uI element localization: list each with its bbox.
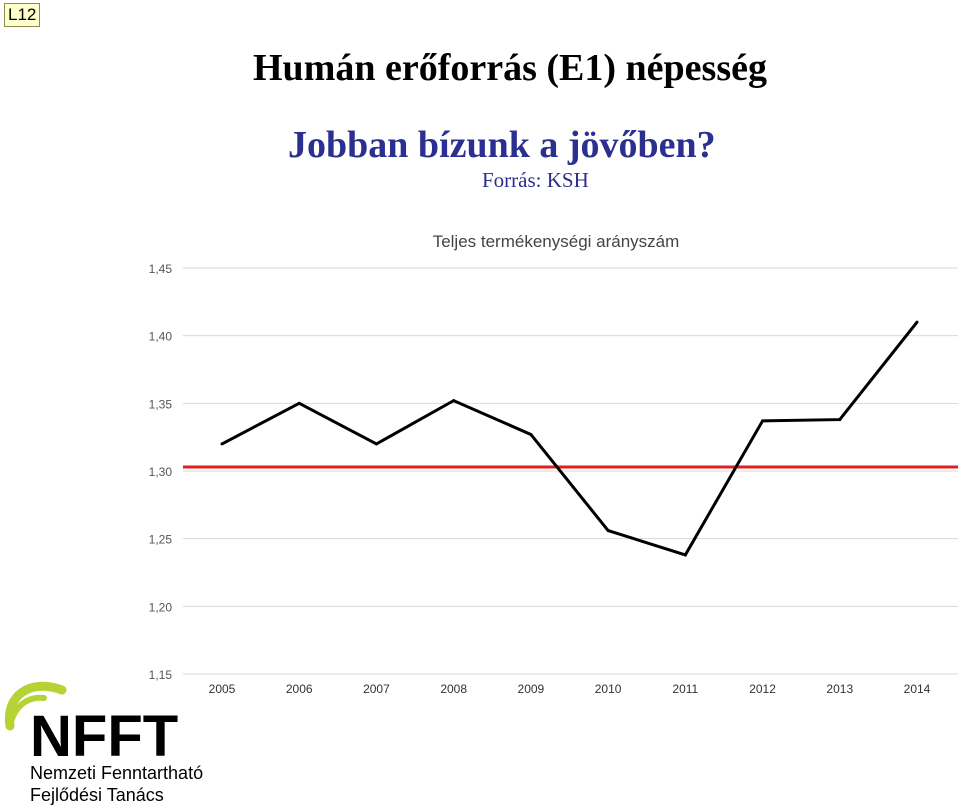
x-tick-label: 2007: [363, 682, 390, 696]
y-tick-label: 1,15: [149, 668, 173, 682]
data-point: [529, 432, 533, 436]
data-point: [915, 320, 919, 324]
nfft-logo: NFFT: [4, 681, 178, 769]
data-point: [761, 419, 765, 423]
x-axis-ticks: 2005 2006 2007 2008 2009 2010 2011 2012 2013 2014: [209, 682, 931, 696]
data-point: [452, 399, 456, 403]
data-point: [374, 442, 378, 446]
y-tick-label: 1,20: [149, 600, 173, 614]
series-line: [221, 321, 919, 557]
data-point: [838, 418, 842, 422]
chart-title: Teljes termékenységi arányszám: [433, 232, 680, 251]
x-tick-label: 2013: [826, 682, 853, 696]
page-title: Humán erőforrás (E1) népesség: [253, 47, 767, 89]
x-tick-label: 2010: [595, 682, 622, 696]
x-tick-label: 2012: [749, 682, 776, 696]
data-point: [297, 401, 301, 405]
y-axis-ticks: 1,15 1,20 1,25 1,30 1,35 1,40 1,45: [149, 262, 173, 682]
y-tick-label: 1,35: [149, 397, 173, 411]
source-note: Forrás: KSH: [482, 168, 589, 192]
x-tick-label: 2011: [672, 682, 698, 696]
data-point: [606, 529, 610, 533]
line-chart: Teljes termékenységi arányszám 1,151,201…: [149, 232, 958, 696]
x-tick-label: 2006: [286, 682, 313, 696]
y-tick-label: 1,25: [149, 533, 173, 547]
x-tick-label: 2009: [518, 682, 545, 696]
chart-grid: [183, 267, 958, 675]
y-tick-label: 1,45: [149, 262, 173, 276]
logo-name-line1: Nemzeti Fenntartható: [30, 763, 204, 783]
logo-wordmark: NFFT: [30, 704, 178, 769]
x-tick-label: 2008: [440, 682, 467, 696]
series-group: [220, 320, 919, 557]
y-tick-label: 1,40: [149, 330, 173, 344]
page-subtitle: Jobban bízunk a jövőben?: [288, 124, 716, 166]
x-tick-label: 2014: [904, 682, 931, 696]
slide-tag: L12: [4, 3, 41, 27]
logo-name: Nemzeti Fenntartható Fejlődési Tanács: [30, 762, 203, 806]
y-tick-label: 1,30: [149, 465, 173, 479]
x-tick-label: 2005: [209, 682, 236, 696]
logo-name-line2: Fejlődési Tanács: [30, 785, 164, 805]
data-point: [683, 553, 687, 557]
data-point: [220, 442, 224, 446]
